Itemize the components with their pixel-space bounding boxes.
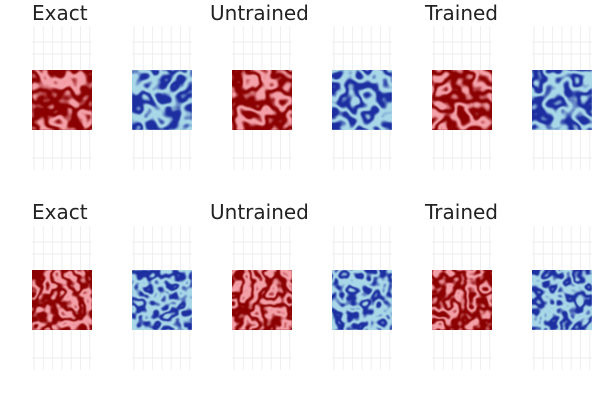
title-exact-row2: Exact: [32, 200, 88, 224]
heatmap-untrained-u-row1: [232, 70, 292, 130]
heatmap-untrained-u-row2: [232, 270, 292, 330]
heatmap-trained-u-row1: [432, 70, 492, 130]
title-trained-row2: Trained: [425, 200, 498, 224]
heatmap-exact-u-row2: [32, 270, 92, 330]
heatmap-trained-v-row2: [532, 270, 592, 330]
heatmap-untrained-v-row1: [332, 70, 392, 130]
heatmap-exact-v-row1: [132, 70, 192, 130]
heatmap-trained-v-row1: [532, 70, 592, 130]
title-exact-row1: Exact: [32, 1, 88, 25]
heatmap-trained-u-row2: [432, 270, 492, 330]
heatmap-exact-v-row2: [132, 270, 192, 330]
title-untrained-row1: Untrained: [210, 1, 309, 25]
title-untrained-row2: Untrained: [210, 200, 309, 224]
heatmap-untrained-v-row2: [332, 270, 392, 330]
heatmap-exact-u-row1: [32, 70, 92, 130]
title-trained-row1: Trained: [425, 1, 498, 25]
